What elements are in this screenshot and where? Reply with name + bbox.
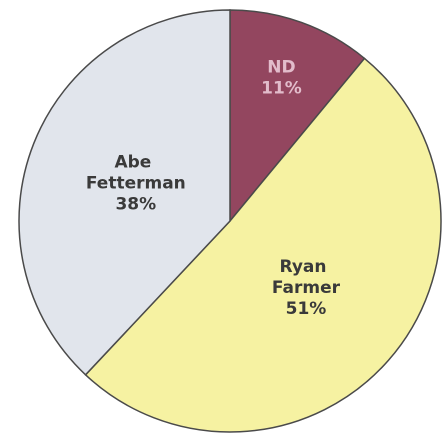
pie-slice [18,9,231,376]
slice-label: ND [267,58,295,78]
slice-label: Abe Fetterman [86,153,186,194]
slice-value-label: 38% [115,195,156,215]
pie-slice [229,9,366,224]
slice-value-label: 51% [286,299,327,319]
slice-value-label: 11% [261,79,302,99]
slice-label: Ryan Farmer [272,257,341,298]
pie-slice [84,57,442,433]
